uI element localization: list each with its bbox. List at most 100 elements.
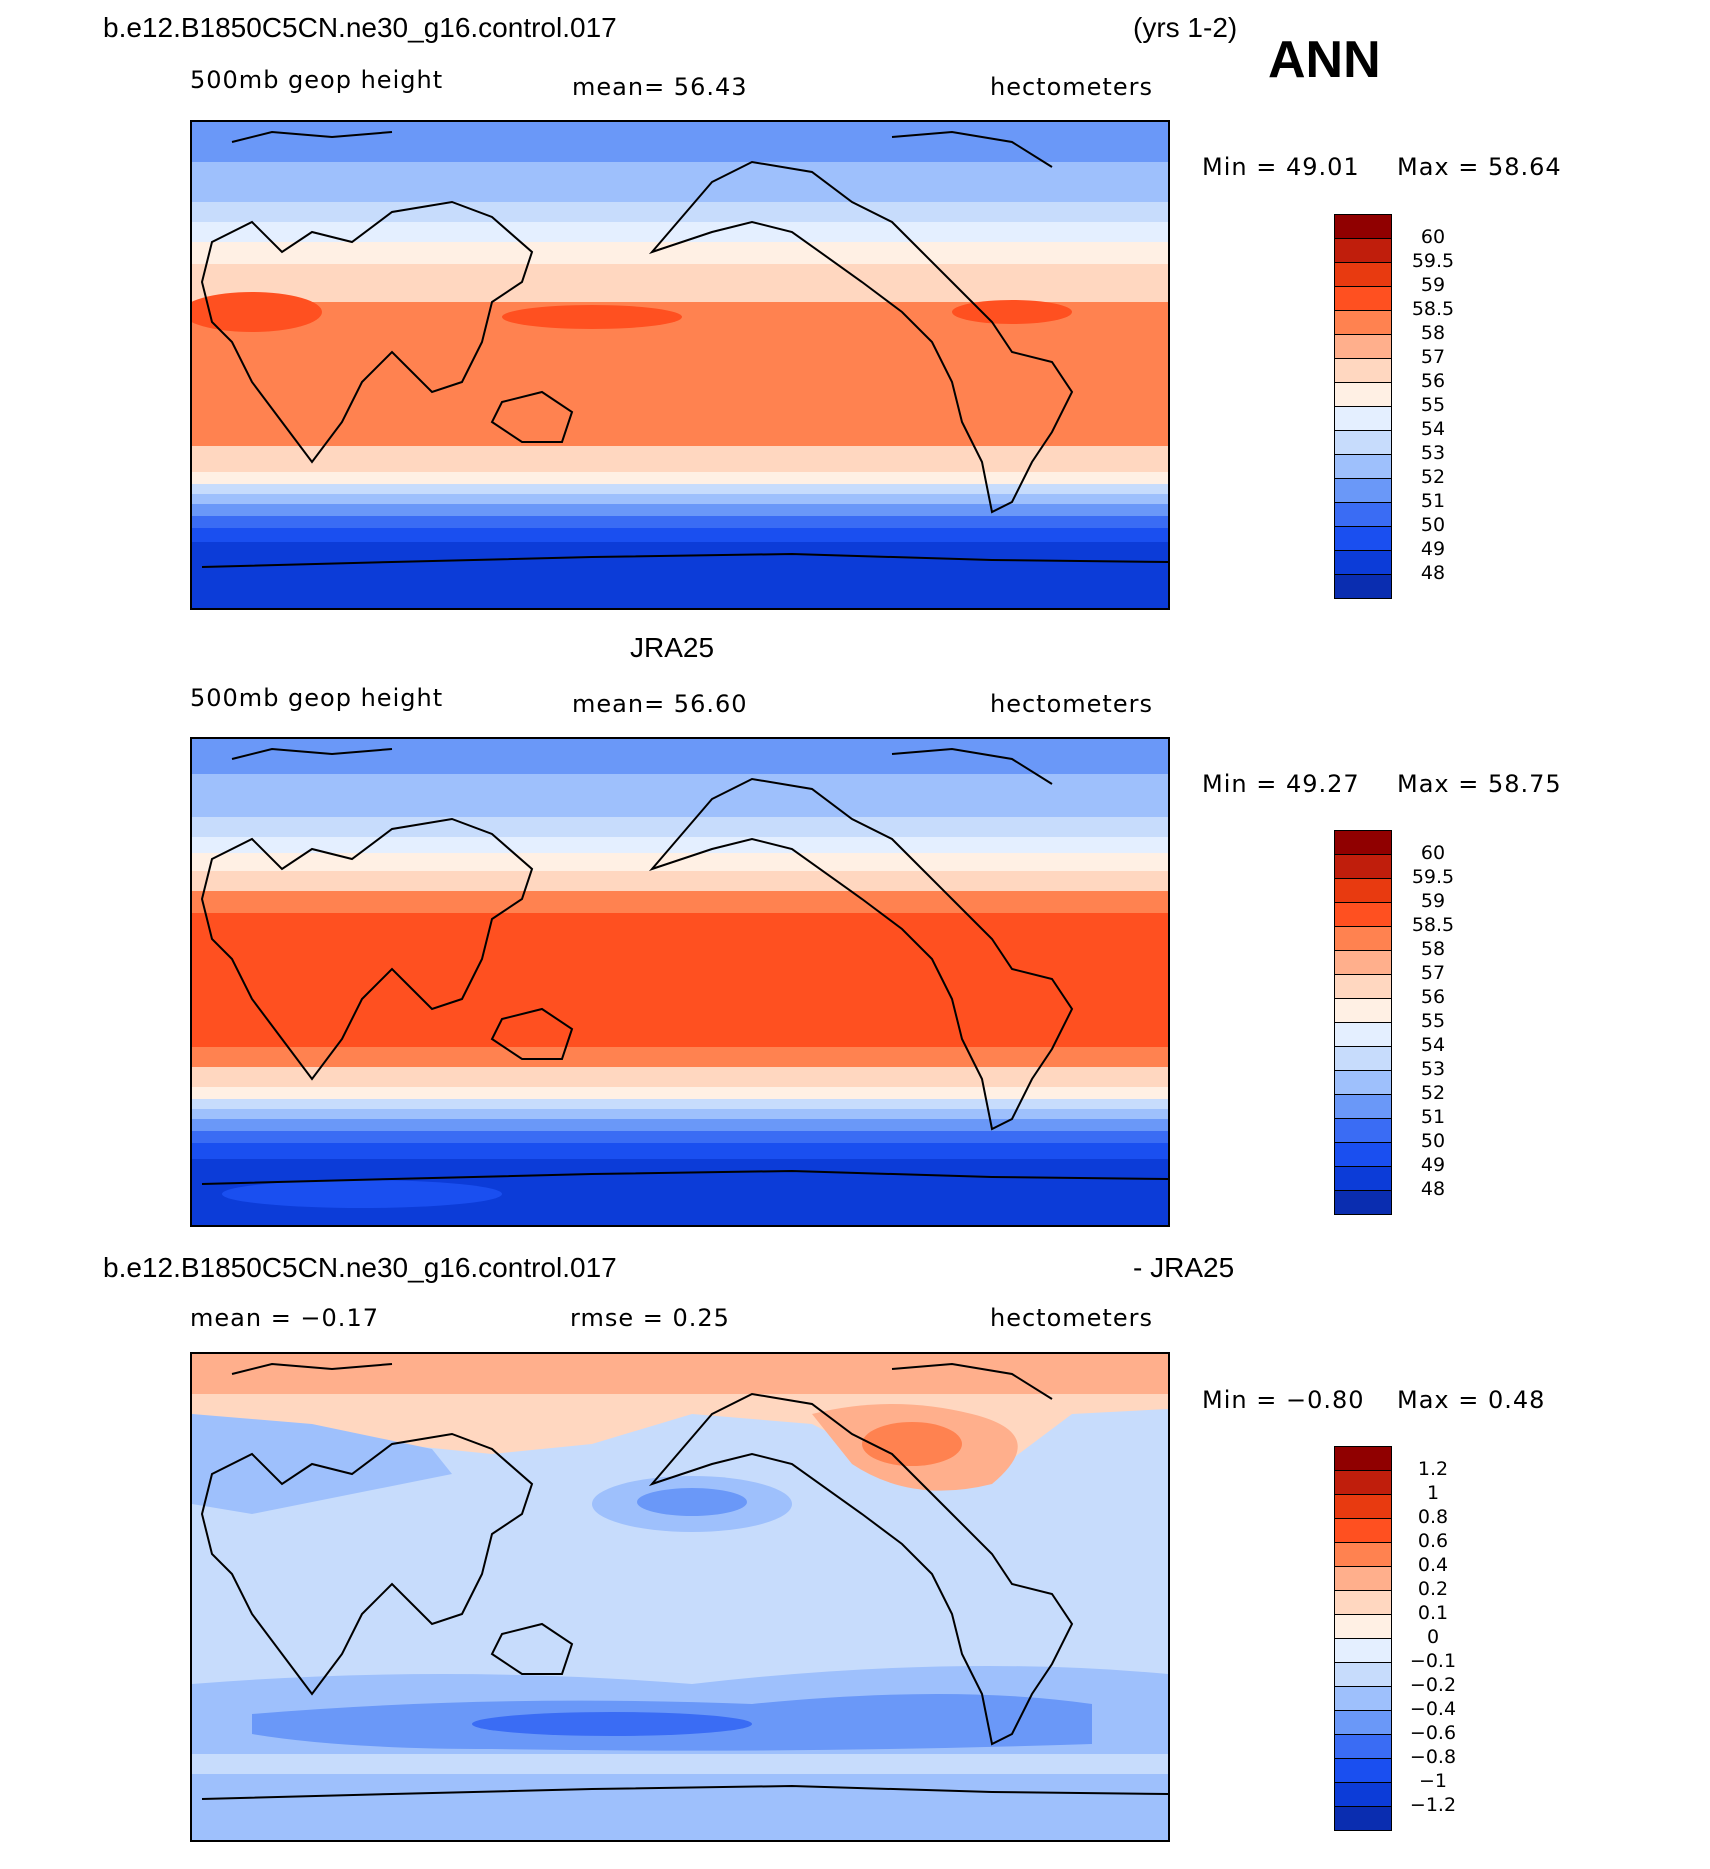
colorbar-tick-label: 60 [1420,226,1446,248]
p2-band-25s [192,1047,1168,1069]
colorbar-tick-label: 58.5 [1411,914,1455,936]
panel2-units: hectometers [990,690,1153,718]
p1-swatch-2 [1334,239,1392,263]
panel3-max: Max = 0.48 [1397,1386,1546,1414]
panel1-mean: mean= 56.43 [572,73,748,101]
p2-swatch-2 [1334,855,1392,879]
p1-band-45s [192,484,1168,496]
p3-europe-neg [192,1414,452,1514]
p1-swatch-9 [1334,407,1392,431]
p3-arctic-positive [192,1354,1168,1394]
p2-swatch-9 [1334,1023,1392,1047]
p2-antarctic-rim [222,1180,502,1208]
colorbar-tick-label: −0.6 [1409,1722,1457,1744]
p2-band-40s [192,1087,1168,1101]
p3-antarctic [192,1774,1168,1840]
colorbar-tick-label: 59.5 [1411,250,1455,272]
p2-swatch-12 [1334,1095,1392,1119]
panel2-variable: 500mb geop height [190,684,444,712]
p2-band-tropics [192,913,1168,1049]
p2-band-50s [192,1109,1168,1121]
colorbar-tick-label: 59 [1420,890,1446,912]
colorbar-tick-label: 50 [1420,1130,1446,1152]
p2-swatch-13 [1334,1119,1392,1143]
colorbar-tick-label: 58.5 [1411,298,1455,320]
colorbar-tick-label: 59.5 [1411,866,1455,888]
colorbar-tick-label: 54 [1420,418,1446,440]
p1-band-40s [192,472,1168,486]
panel3-field [192,1354,1168,1840]
colorbar-tick-label: 0.6 [1417,1530,1449,1552]
p2-swatch-16 [1334,1191,1392,1215]
p1-band-60n [192,162,1168,202]
p1-swatch-5 [1334,311,1392,335]
p3-swatch-10 [1334,1663,1392,1687]
p3-tropics [192,1554,1168,1654]
p2-band-30s [192,1067,1168,1089]
p1-band-35n [192,264,1168,304]
p2-band-55s [192,1119,1168,1133]
panel2-min: Min = 49.27 [1202,770,1360,798]
colorbar-tick-label: 51 [1420,490,1446,512]
p1-swatch-15 [1334,551,1392,575]
p2-band-40n [192,853,1168,873]
colorbar-tick-label: 51 [1420,1106,1446,1128]
panel3-title: b.e12.B1850C5CN.ne30_g16.control.017 [103,1252,617,1283]
colorbar-tick-label: 0.2 [1417,1578,1449,1600]
colorbar-tick-label: −0.8 [1409,1746,1457,1768]
colorbar-tick-label: 53 [1420,442,1446,464]
p1-swatch-1 [1334,214,1392,239]
panel3-mean: mean = −0.17 [190,1304,379,1332]
p1-swatch-10 [1334,431,1392,455]
panel1-colorbar [1334,214,1392,599]
colorbar-tick-label: 56 [1420,370,1446,392]
p1-coastlines [200,130,1168,568]
panel3-units: hectometers [990,1304,1153,1332]
colorbar-tick-label: 60 [1420,842,1446,864]
colorbar-tick-label: 58 [1420,322,1446,344]
p3-swatch-4 [1334,1519,1392,1543]
colorbar-tick-label: 0.8 [1417,1506,1449,1528]
p3-swatch-13 [1334,1735,1392,1759]
p2-swatch-6 [1334,951,1392,975]
panel1-map [190,120,1170,610]
p1-band-30s [192,446,1168,474]
panel2-field [192,739,1168,1225]
p1-pacific-max [502,305,682,329]
p2-swatch-10 [1334,1047,1392,1071]
p3-canada-peak [862,1422,962,1466]
p1-band-40n [192,242,1168,266]
panel2-title: JRA25 [630,632,715,663]
p1-swatch-16 [1334,575,1392,599]
p2-swatch-14 [1334,1143,1392,1167]
colorbar-tick-label: 52 [1420,466,1446,488]
colorbar-tick-label: 49 [1420,538,1446,560]
p1-swatch-14 [1334,527,1392,551]
p1-swatch-12 [1334,479,1392,503]
p2-band-65s [192,1143,1168,1161]
panel3-min: Min = −0.80 [1202,1386,1365,1414]
colorbar-tick-label: 49 [1420,1154,1446,1176]
p1-atlantic-max [952,300,1072,324]
colorbar-tick-label: 56 [1420,986,1446,1008]
p2-swatch-8 [1334,999,1392,1023]
colorbar-tick-label: 48 [1420,562,1446,584]
years-label: (yrs 1-2) [1133,12,1238,43]
p1-africa-max [192,292,322,332]
panel2-mean: mean= 56.60 [572,690,748,718]
p2-band-60s [192,1131,1168,1145]
panel1-min: Min = 49.01 [1202,153,1360,181]
panel3-colorbar [1334,1446,1392,1831]
p3-swatch-14 [1334,1759,1392,1783]
colorbar-tick-label: 0.1 [1417,1602,1449,1624]
p3-swatch-6 [1334,1567,1392,1591]
p2-band-35n [192,871,1168,893]
p1-band-tropics [192,302,1168,448]
p1-band-50s [192,494,1168,506]
p3-swatch-15 [1334,1783,1392,1807]
colorbar-tick-label: 54 [1420,1034,1446,1056]
colorbar-tick-label: −1 [1418,1770,1447,1792]
p1-swatch-4 [1334,287,1392,311]
p3-southern-min [472,1712,752,1736]
p2-swatch-1 [1334,830,1392,855]
